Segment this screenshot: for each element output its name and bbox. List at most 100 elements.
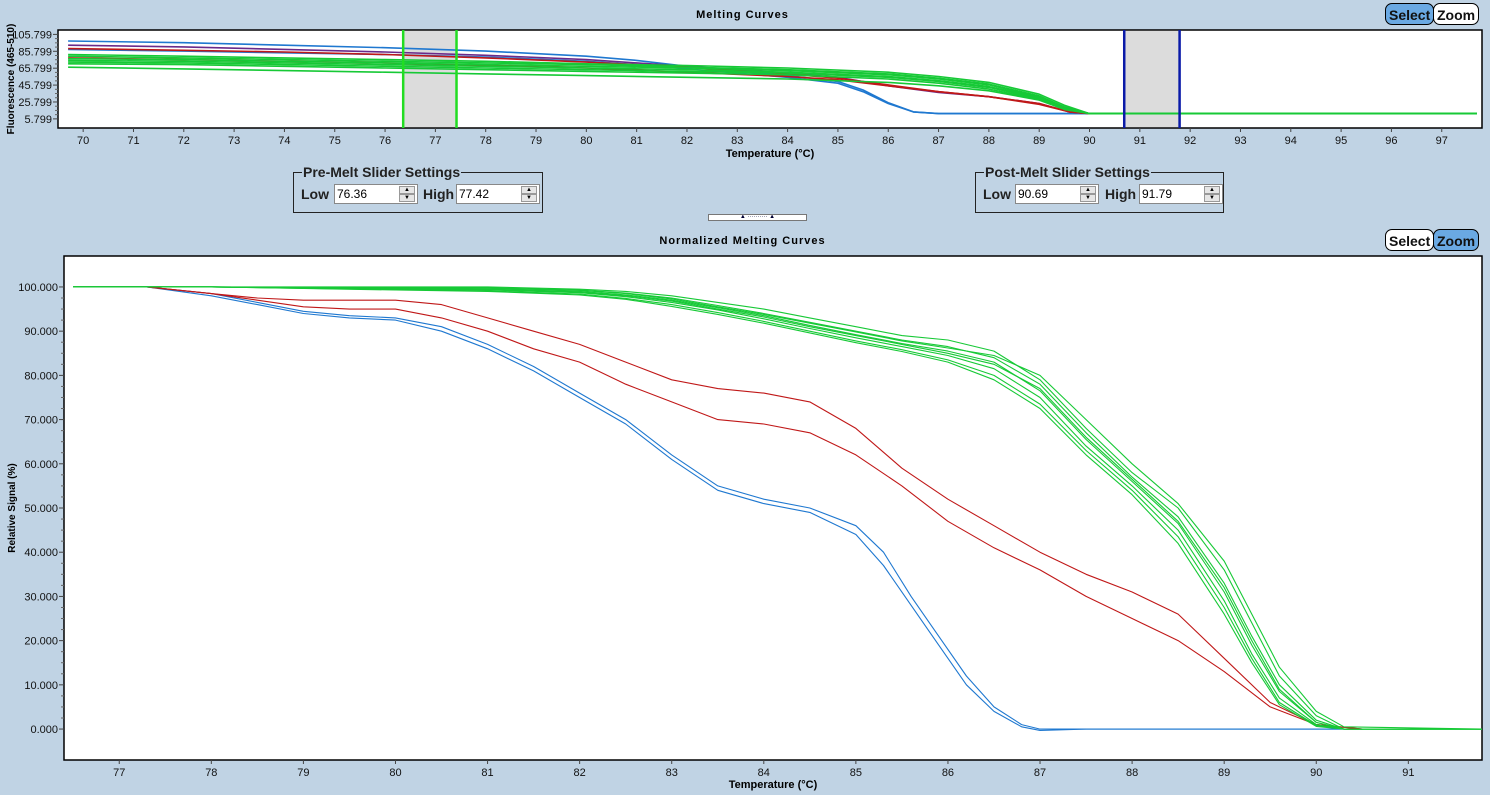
spin-down-icon[interactable]: ▼: [1080, 194, 1096, 202]
x-tick-label: 72: [178, 135, 190, 147]
post-melt-legend: Post-Melt Slider Settings: [984, 164, 1151, 180]
x-tick-label: 81: [631, 135, 643, 147]
x-tick-label: 86: [942, 767, 954, 779]
series-line-red-1: [73, 286, 1363, 730]
bottom-chart-title: Normalized Melting Curves: [659, 235, 826, 247]
post-melt-high-label: High: [1105, 186, 1137, 202]
post-melt-high-input[interactable]: [1140, 185, 1200, 203]
y-tick-label: 40.000: [24, 547, 58, 559]
x-tick-label: 85: [850, 767, 862, 779]
spin-up-icon[interactable]: ▲: [1204, 186, 1220, 194]
post-melt-high-spinner[interactable]: ▲▼: [1139, 184, 1223, 204]
x-tick-label: 79: [530, 135, 542, 147]
top-zoom-mode-button[interactable]: Zoom: [1433, 3, 1480, 25]
pre-melt-low-label: Low: [301, 186, 329, 202]
x-tick-label: 92: [1184, 135, 1196, 147]
x-tick-label: 90: [1083, 135, 1095, 147]
x-tick-label: 96: [1385, 135, 1397, 147]
y-tick-label: 100.000: [18, 282, 58, 294]
series-line-green-4: [73, 286, 1482, 730]
x-tick-label: 80: [580, 135, 592, 147]
series-line-green-7: [68, 66, 1477, 115]
x-tick-label: 74: [278, 135, 290, 147]
pre-melt-high-input[interactable]: [457, 185, 517, 203]
spin-up-icon[interactable]: ▲: [1080, 186, 1096, 194]
series-line-green-3: [73, 286, 1482, 730]
pre-melt-low-spinner[interactable]: ▲▼: [334, 184, 418, 204]
spin-up-icon[interactable]: ▲: [521, 186, 537, 194]
x-tick-label: 82: [574, 767, 586, 779]
x-tick-label: 78: [205, 767, 217, 779]
x-tick-label: 87: [932, 135, 944, 147]
y-tick-label: 20.000: [24, 636, 58, 648]
y-tick-label: 50.000: [24, 503, 58, 515]
y-tick-label: 45.799: [18, 80, 52, 92]
spin-down-icon[interactable]: ▼: [521, 194, 537, 202]
x-tick-label: 73: [228, 135, 240, 147]
y-tick-label: 105.799: [12, 29, 52, 41]
x-tick-label: 89: [1218, 767, 1230, 779]
x-tick-label: 71: [127, 135, 139, 147]
series-line-green-1: [73, 286, 1482, 730]
x-tick-label: 76: [379, 135, 391, 147]
y-tick-label: 25.799: [18, 97, 52, 109]
series-group: [68, 40, 1477, 115]
y-axis-title: Relative Signal (%): [7, 463, 18, 552]
series-line-red-2: [73, 286, 1363, 730]
x-tick-label: 79: [297, 767, 309, 779]
x-tick-label: 84: [781, 135, 793, 147]
post-melt-low-input[interactable]: [1016, 185, 1076, 203]
plot-area: [63, 255, 1483, 761]
y-tick-label: 60.000: [24, 459, 58, 471]
pre-melt-high-label: High: [423, 186, 455, 202]
x-tick-label: 78: [480, 135, 492, 147]
x-tick-label: 85: [832, 135, 844, 147]
bottom-zoom-mode-button[interactable]: Zoom: [1433, 229, 1480, 251]
x-axis-title: Temperature (°C): [726, 148, 815, 160]
x-tick-label: 77: [429, 135, 441, 147]
x-tick-label: 94: [1285, 135, 1297, 147]
y-tick-label: 65.799: [18, 63, 52, 75]
y-tick-label: 10.000: [24, 680, 58, 692]
top-select-mode-button[interactable]: Select: [1385, 3, 1435, 25]
spin-down-icon[interactable]: ▼: [1204, 194, 1220, 202]
series-line-blue-1: [73, 286, 1363, 730]
x-tick-label: 91: [1134, 135, 1146, 147]
top-chart-title: Melting Curves: [696, 9, 789, 21]
x-tick-label: 83: [666, 767, 678, 779]
x-tick-label: 88: [983, 135, 995, 147]
x-tick-label: 89: [1033, 135, 1045, 147]
y-tick-label: 5.799: [24, 114, 52, 126]
y-tick-label: 0.000: [30, 724, 58, 736]
panel-splitter-handle[interactable]: ▲ ·········· ▲: [708, 214, 807, 221]
pre-melt-legend: Pre-Melt Slider Settings: [302, 164, 462, 180]
post-melt-slider-settings: Post-Melt Slider Settings Low ▲▼ High ▲▼: [975, 164, 1224, 213]
series-line-green-7: [73, 286, 1482, 730]
melting-curves-chart: 70 71 72 73 74 75 76 77 78 79 80 81 82 83 84 85 86 87 88 89…: [6, 24, 1483, 160]
spin-up-icon[interactable]: ▲: [399, 186, 415, 194]
x-tick-label: 83: [731, 135, 743, 147]
y-axis-title: Fluorescence (465-510): [6, 24, 17, 135]
y-tick-label: 90.000: [24, 326, 58, 338]
series-line-green-8: [73, 286, 1482, 730]
pre-melt-low-input[interactable]: [335, 185, 395, 203]
x-tick-label: 82: [681, 135, 693, 147]
series-line-green-6: [73, 286, 1483, 730]
x-tick-label: 77: [113, 767, 125, 779]
x-tick-label: 93: [1234, 135, 1246, 147]
series-group: [73, 286, 1483, 731]
series-line-green-4: [68, 59, 1477, 115]
bottom-select-mode-button[interactable]: Select: [1385, 229, 1435, 251]
x-tick-label: 88: [1126, 767, 1138, 779]
x-tick-label: 80: [389, 767, 401, 779]
x-tick-label: 87: [1034, 767, 1046, 779]
pre-melt-region: [403, 31, 457, 127]
pre-melt-high-spinner[interactable]: ▲▼: [456, 184, 540, 204]
y-tick-label: 70.000: [24, 415, 58, 427]
post-melt-low-spinner[interactable]: ▲▼: [1015, 184, 1099, 204]
series-line-green-5: [73, 286, 1482, 730]
series-line-green-1: [68, 53, 1477, 115]
y-tick-label: 80.000: [24, 370, 58, 382]
spin-down-icon[interactable]: ▼: [399, 194, 415, 202]
x-tick-label: 95: [1335, 135, 1347, 147]
